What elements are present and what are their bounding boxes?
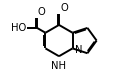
Text: NH: NH (51, 61, 67, 71)
Text: HO: HO (11, 23, 26, 33)
Text: N: N (75, 45, 83, 55)
Text: O: O (38, 7, 46, 17)
Text: O: O (61, 3, 68, 13)
